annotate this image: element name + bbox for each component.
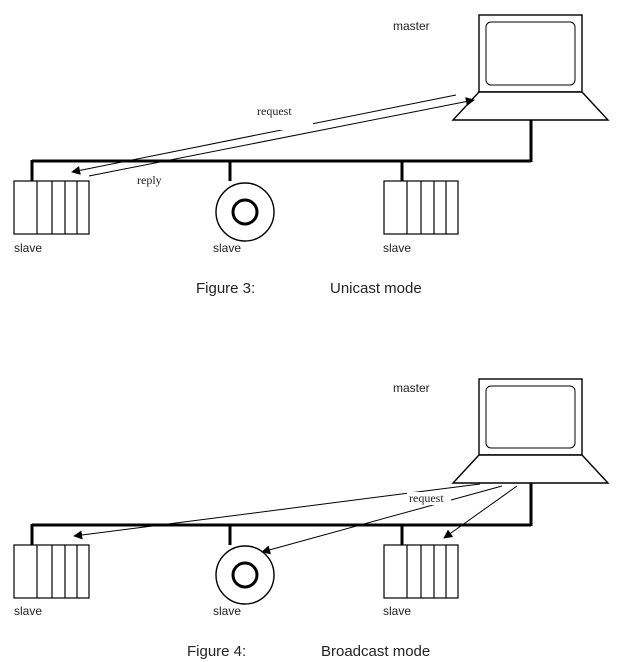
request-label: request [257, 104, 292, 118]
slave-rack-icon [13, 180, 90, 235]
message-arrows [71, 94, 475, 177]
slave-drive-icon [215, 182, 275, 242]
slave-rack-icon [383, 544, 459, 599]
slave-drive-icon [215, 545, 275, 605]
figure-3-caption-title: Unicast mode [330, 280, 422, 297]
broadcast-arrow-slave-2 [261, 485, 503, 555]
reply-label: reply [137, 173, 162, 187]
master-computer-icon [451, 14, 610, 121]
master-computer-icon [451, 378, 610, 484]
request-arrow [88, 97, 475, 177]
network-bus [30, 120, 533, 181]
master-label: master [393, 19, 430, 33]
master-label: master [393, 381, 430, 395]
figure-4-broadcast: master slave slave slave [13, 378, 610, 660]
figure-4-caption-number: Figure 4: [187, 643, 246, 660]
slave-label-3: slave [383, 604, 411, 618]
figure-3-caption-number: Figure 3: [196, 280, 255, 297]
slave-label-1: slave [14, 241, 42, 255]
reply-arrow [71, 94, 457, 175]
label-background [407, 492, 451, 505]
figure-4-caption-title: Broadcast mode [321, 643, 430, 660]
request-label: request [409, 491, 444, 505]
slave-rack-icon [13, 544, 90, 599]
slave-label-1: slave [14, 604, 42, 618]
broadcast-arrow-slave-3 [443, 485, 518, 539]
network-bus [30, 483, 533, 545]
figure-3-unicast: master slave slave slave [13, 14, 610, 297]
slave-rack-icon [383, 180, 459, 235]
slave-label-2: slave [213, 604, 241, 618]
label-background [255, 118, 313, 130]
slave-label-2: slave [213, 241, 241, 255]
slave-label-3: slave [383, 241, 411, 255]
